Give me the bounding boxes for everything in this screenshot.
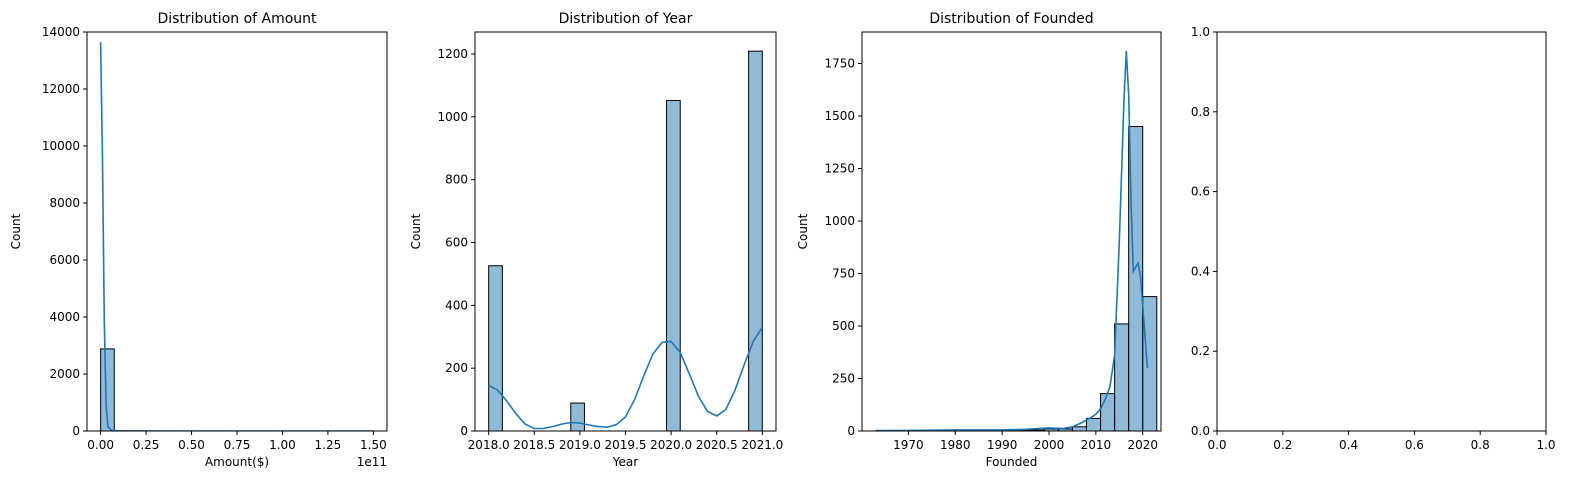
x-tick-label: 1990 — [987, 438, 1018, 452]
y-tick-label: 1750 — [824, 57, 855, 71]
y-axis-label: Count — [796, 213, 810, 249]
histogram-bar — [570, 402, 585, 431]
chart-title: Distribution of Founded — [929, 11, 1093, 27]
x-tick-label: 2021.0 — [741, 438, 783, 452]
x-tick-label: 2019.0 — [559, 438, 601, 452]
x-tick-label: 1.25 — [315, 438, 342, 452]
histogram-bar — [748, 50, 763, 431]
x-tick-label: 1.00 — [269, 438, 296, 452]
kde-line — [875, 50, 1149, 431]
histogram-bar — [1085, 417, 1102, 431]
axes-frame — [1216, 31, 1547, 432]
x-tick-label: 0.6 — [1405, 438, 1424, 452]
y-tick-label: 0 — [847, 424, 855, 438]
histogram-bar — [666, 99, 681, 431]
x-tick-label: 2018.0 — [468, 438, 510, 452]
bars — [875, 126, 1158, 431]
bars — [100, 348, 374, 431]
y-tick-label: 0 — [72, 424, 80, 438]
histogram-bar — [488, 265, 503, 431]
x-axis-label: Amount($) — [205, 455, 269, 469]
y-tick-label: 2000 — [49, 367, 80, 381]
x-tick-label: 2010 — [1081, 438, 1112, 452]
y-tick-label: 10000 — [42, 139, 80, 153]
x-tick-label: 0.25 — [133, 438, 160, 452]
y-tick-label: 1.0 — [1191, 25, 1210, 39]
panel-empty: 0.0 0.2 0.4 0.6 0.8 1.0 0.0 0.2 0.4 0.6 0.8 1.0 — [1191, 25, 1556, 452]
x-tick-label: 1980 — [940, 438, 971, 452]
x-tick-label: 1970 — [893, 438, 924, 452]
y-tick-label: 600 — [445, 235, 468, 249]
x-axis-label: Founded — [986, 455, 1038, 469]
y-tick-label: 0.0 — [1191, 424, 1210, 438]
histogram-bar — [1114, 323, 1130, 431]
y-tick-label: 500 — [832, 319, 855, 333]
x-tick-label: 0.75 — [224, 438, 251, 452]
histogram-bar — [1100, 393, 1116, 431]
y-tick-label: 1200 — [437, 47, 468, 61]
x-tick-label: 1.50 — [360, 438, 387, 452]
axes-frame — [86, 31, 388, 432]
x-tick-label: 0.50 — [178, 438, 205, 452]
y-tick-label: 200 — [445, 361, 468, 375]
chart-title: Distribution of Amount — [157, 11, 317, 27]
x-tick-label: 0.8 — [1471, 438, 1490, 452]
y-tick-label: 1250 — [824, 162, 855, 176]
x-axis-label: Year — [612, 455, 638, 469]
y-tick-label: 0.6 — [1191, 185, 1210, 199]
histogram-bar — [100, 348, 115, 431]
x-tick-label: 0.4 — [1339, 438, 1358, 452]
kde-line — [488, 326, 763, 430]
y-tick-label: 4000 — [49, 310, 80, 324]
histogram-bar — [1071, 426, 1087, 431]
y-tick-label: 1000 — [824, 214, 855, 228]
histogram-bar — [1142, 296, 1158, 431]
y-tick-label: 250 — [832, 372, 855, 386]
x-tick-label: 2020.0 — [650, 438, 692, 452]
histogram-bar — [1128, 126, 1144, 431]
x-tick-label: 2000 — [1034, 438, 1065, 452]
panel-amount: 0.00 0.25 0.50 0.75 1.00 1.25 1.50 0 2000 4000 600… — [9, 11, 388, 469]
x-tick-label: 0.2 — [1273, 438, 1292, 452]
y-tick-label: 0 — [460, 424, 468, 438]
y-tick-label: 1000 — [437, 110, 468, 124]
y-tick-label: 400 — [445, 298, 468, 312]
x-tick-label: 1.0 — [1536, 438, 1555, 452]
x-tick-label: 0.00 — [87, 438, 114, 452]
y-axis-label: Count — [409, 213, 423, 249]
panel-founded: 1970 1980 1990 2000 2010 2020 0 250 500 750 1000 12… — [796, 11, 1162, 469]
panel-year: 2018.0 2018.5 2019.0 2019.5 2020.0 2020.5 2021… — [409, 11, 783, 469]
x-tick-label: 2019.5 — [605, 438, 647, 452]
x-tick-label: 2018.5 — [513, 438, 555, 452]
y-tick-label: 1500 — [824, 109, 855, 123]
kde-line — [99, 41, 374, 431]
y-tick-label: 0.8 — [1191, 105, 1210, 119]
axes-frame — [861, 31, 1162, 432]
y-tick-label: 800 — [445, 173, 468, 187]
x-tick-label: 2020 — [1127, 438, 1158, 452]
y-axis-label: Count — [9, 213, 23, 249]
y-tick-label: 6000 — [49, 253, 80, 267]
axes-frame — [474, 31, 777, 432]
y-tick-label: 0.4 — [1191, 264, 1210, 278]
y-tick-label: 14000 — [42, 25, 80, 39]
chart-title: Distribution of Year — [559, 11, 693, 27]
bars — [488, 50, 763, 431]
y-tick-label: 0.2 — [1191, 344, 1210, 358]
x-tick-label: 0.0 — [1207, 438, 1226, 452]
y-tick-label: 750 — [832, 267, 855, 281]
y-tick-label: 12000 — [42, 82, 80, 96]
x-offset-text: 1e11 — [357, 455, 387, 469]
y-tick-label: 8000 — [49, 196, 80, 210]
x-tick-label: 2020.5 — [696, 438, 738, 452]
